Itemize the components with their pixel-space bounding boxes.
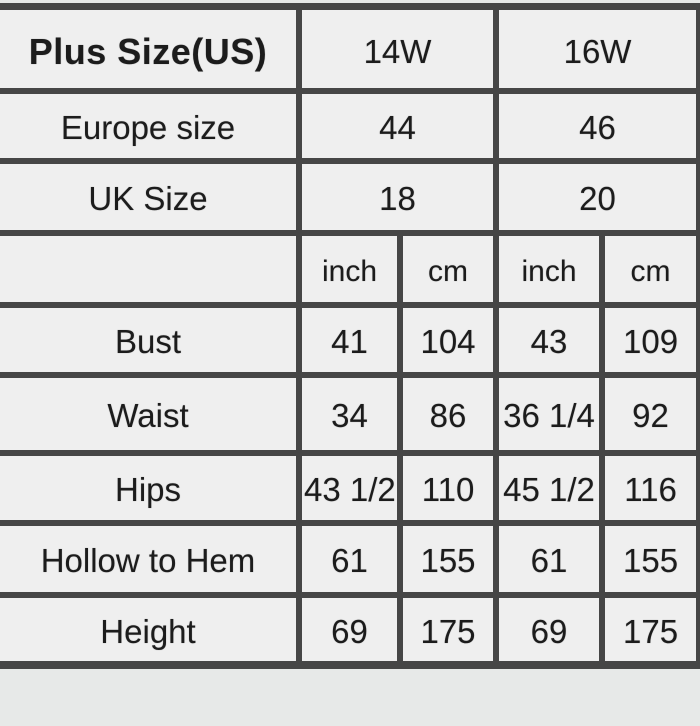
row-label-bust: Bust	[0, 301, 302, 378]
cell-bust-16w-cm: 109	[599, 301, 700, 378]
cell-europe-16w: 46	[493, 87, 700, 164]
cell-height-16w-cm: 175	[599, 591, 700, 668]
cell-europe-14w: 44	[295, 87, 500, 164]
units-empty-cell	[0, 229, 302, 308]
cell-hollow-14w-inch: 61	[296, 519, 403, 598]
table-row-waist: Waist 34 86 36 1/4 92	[0, 371, 700, 456]
cell-hollow-16w-cm: 155	[599, 519, 700, 598]
cell-hips-16w-cm: 116	[599, 449, 700, 526]
row-label-hips: Hips	[0, 449, 302, 526]
cell-hips-16w-inch: 45 1/2	[493, 449, 606, 526]
cell-hollow-14w-cm: 155	[396, 519, 500, 598]
table-row-europe-size: Europe size 44 46	[0, 87, 700, 164]
table-row-uk-size: UK Size 18 20	[0, 157, 700, 236]
cell-uk-16w: 20	[493, 157, 700, 236]
cell-bust-14w-cm: 104	[396, 301, 500, 378]
table-row-units: inch cm inch cm	[0, 229, 700, 308]
size-chart-table: Plus Size(US) 14W 16W Europe size 44 46 …	[0, 3, 700, 669]
row-label-europe-size: Europe size	[0, 87, 302, 164]
cell-uk-14w: 18	[295, 157, 500, 236]
header-size-14w: 14W	[295, 3, 500, 94]
cell-bust-14w-inch: 41	[296, 301, 403, 378]
cell-waist-16w-cm: 92	[599, 371, 700, 456]
unit-cm-16w: cm	[599, 229, 700, 308]
table-row-hollow-to-hem: Hollow to Hem 61 155 61 155	[0, 519, 700, 598]
unit-inch-16w: inch	[493, 229, 606, 308]
cell-bust-16w-inch: 43	[493, 301, 606, 378]
header-size-16w: 16W	[493, 3, 700, 94]
table-row-bust: Bust 41 104 43 109	[0, 301, 700, 378]
unit-inch-14w: inch	[296, 229, 403, 308]
unit-cm-14w: cm	[396, 229, 500, 308]
header-label: Plus Size(US)	[0, 3, 302, 94]
row-label-waist: Waist	[0, 371, 302, 456]
table-row-height: Height 69 175 69 175	[0, 591, 700, 668]
row-label-hollow-to-hem: Hollow to Hem	[0, 519, 302, 598]
cell-hollow-16w-inch: 61	[493, 519, 606, 598]
cell-waist-14w-cm: 86	[396, 371, 500, 456]
cell-height-16w-inch: 69	[493, 591, 606, 668]
row-label-height: Height	[0, 591, 302, 668]
cell-height-14w-cm: 175	[396, 591, 500, 668]
table-row-header: Plus Size(US) 14W 16W	[0, 3, 700, 94]
row-label-uk-size: UK Size	[0, 157, 302, 236]
table-row-hips: Hips 43 1/2 110 45 1/2 116	[0, 449, 700, 526]
cell-height-14w-inch: 69	[296, 591, 403, 668]
cell-waist-14w-inch: 34	[296, 371, 403, 456]
cell-hips-14w-inch: 43 1/2	[296, 449, 403, 526]
cell-hips-14w-cm: 110	[396, 449, 500, 526]
cell-waist-16w-inch: 36 1/4	[493, 371, 606, 456]
